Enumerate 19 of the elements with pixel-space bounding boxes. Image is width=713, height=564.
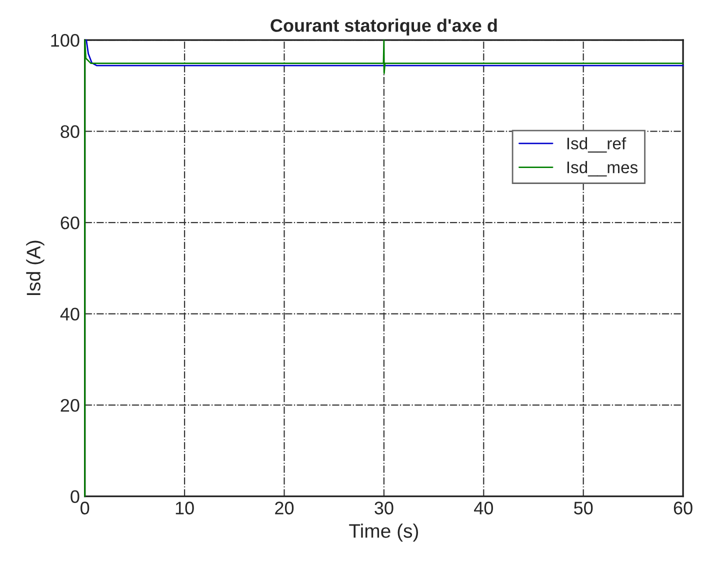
legend-label: Isd__mes [567,161,638,176]
y-tick-label: 100 [51,34,80,47]
x-tick-label: 30 [374,502,394,514]
y-tick-label: 40 [60,308,80,321]
legend-label: Isd__ref [567,137,626,153]
chart-title: Courant statorique d'axe d [270,18,497,36]
line-series [84,39,684,498]
y-axis-title: Isd (A) [26,240,44,296]
y-tick-label: 20 [60,399,80,412]
y-tick-label: 60 [60,216,80,230]
x-tick-label: 50 [574,502,593,514]
y-tick-label: 0 [70,490,80,504]
x-axis-title: Time (s) [349,524,418,542]
y-tick-label: 80 [60,125,80,138]
x-tick-label: 60 [674,502,692,514]
x-tick-label: 20 [275,502,294,514]
x-tick-label: 10 [176,502,194,514]
x-tick-label: 40 [474,502,493,514]
x-tick-label: 0 [80,502,90,514]
